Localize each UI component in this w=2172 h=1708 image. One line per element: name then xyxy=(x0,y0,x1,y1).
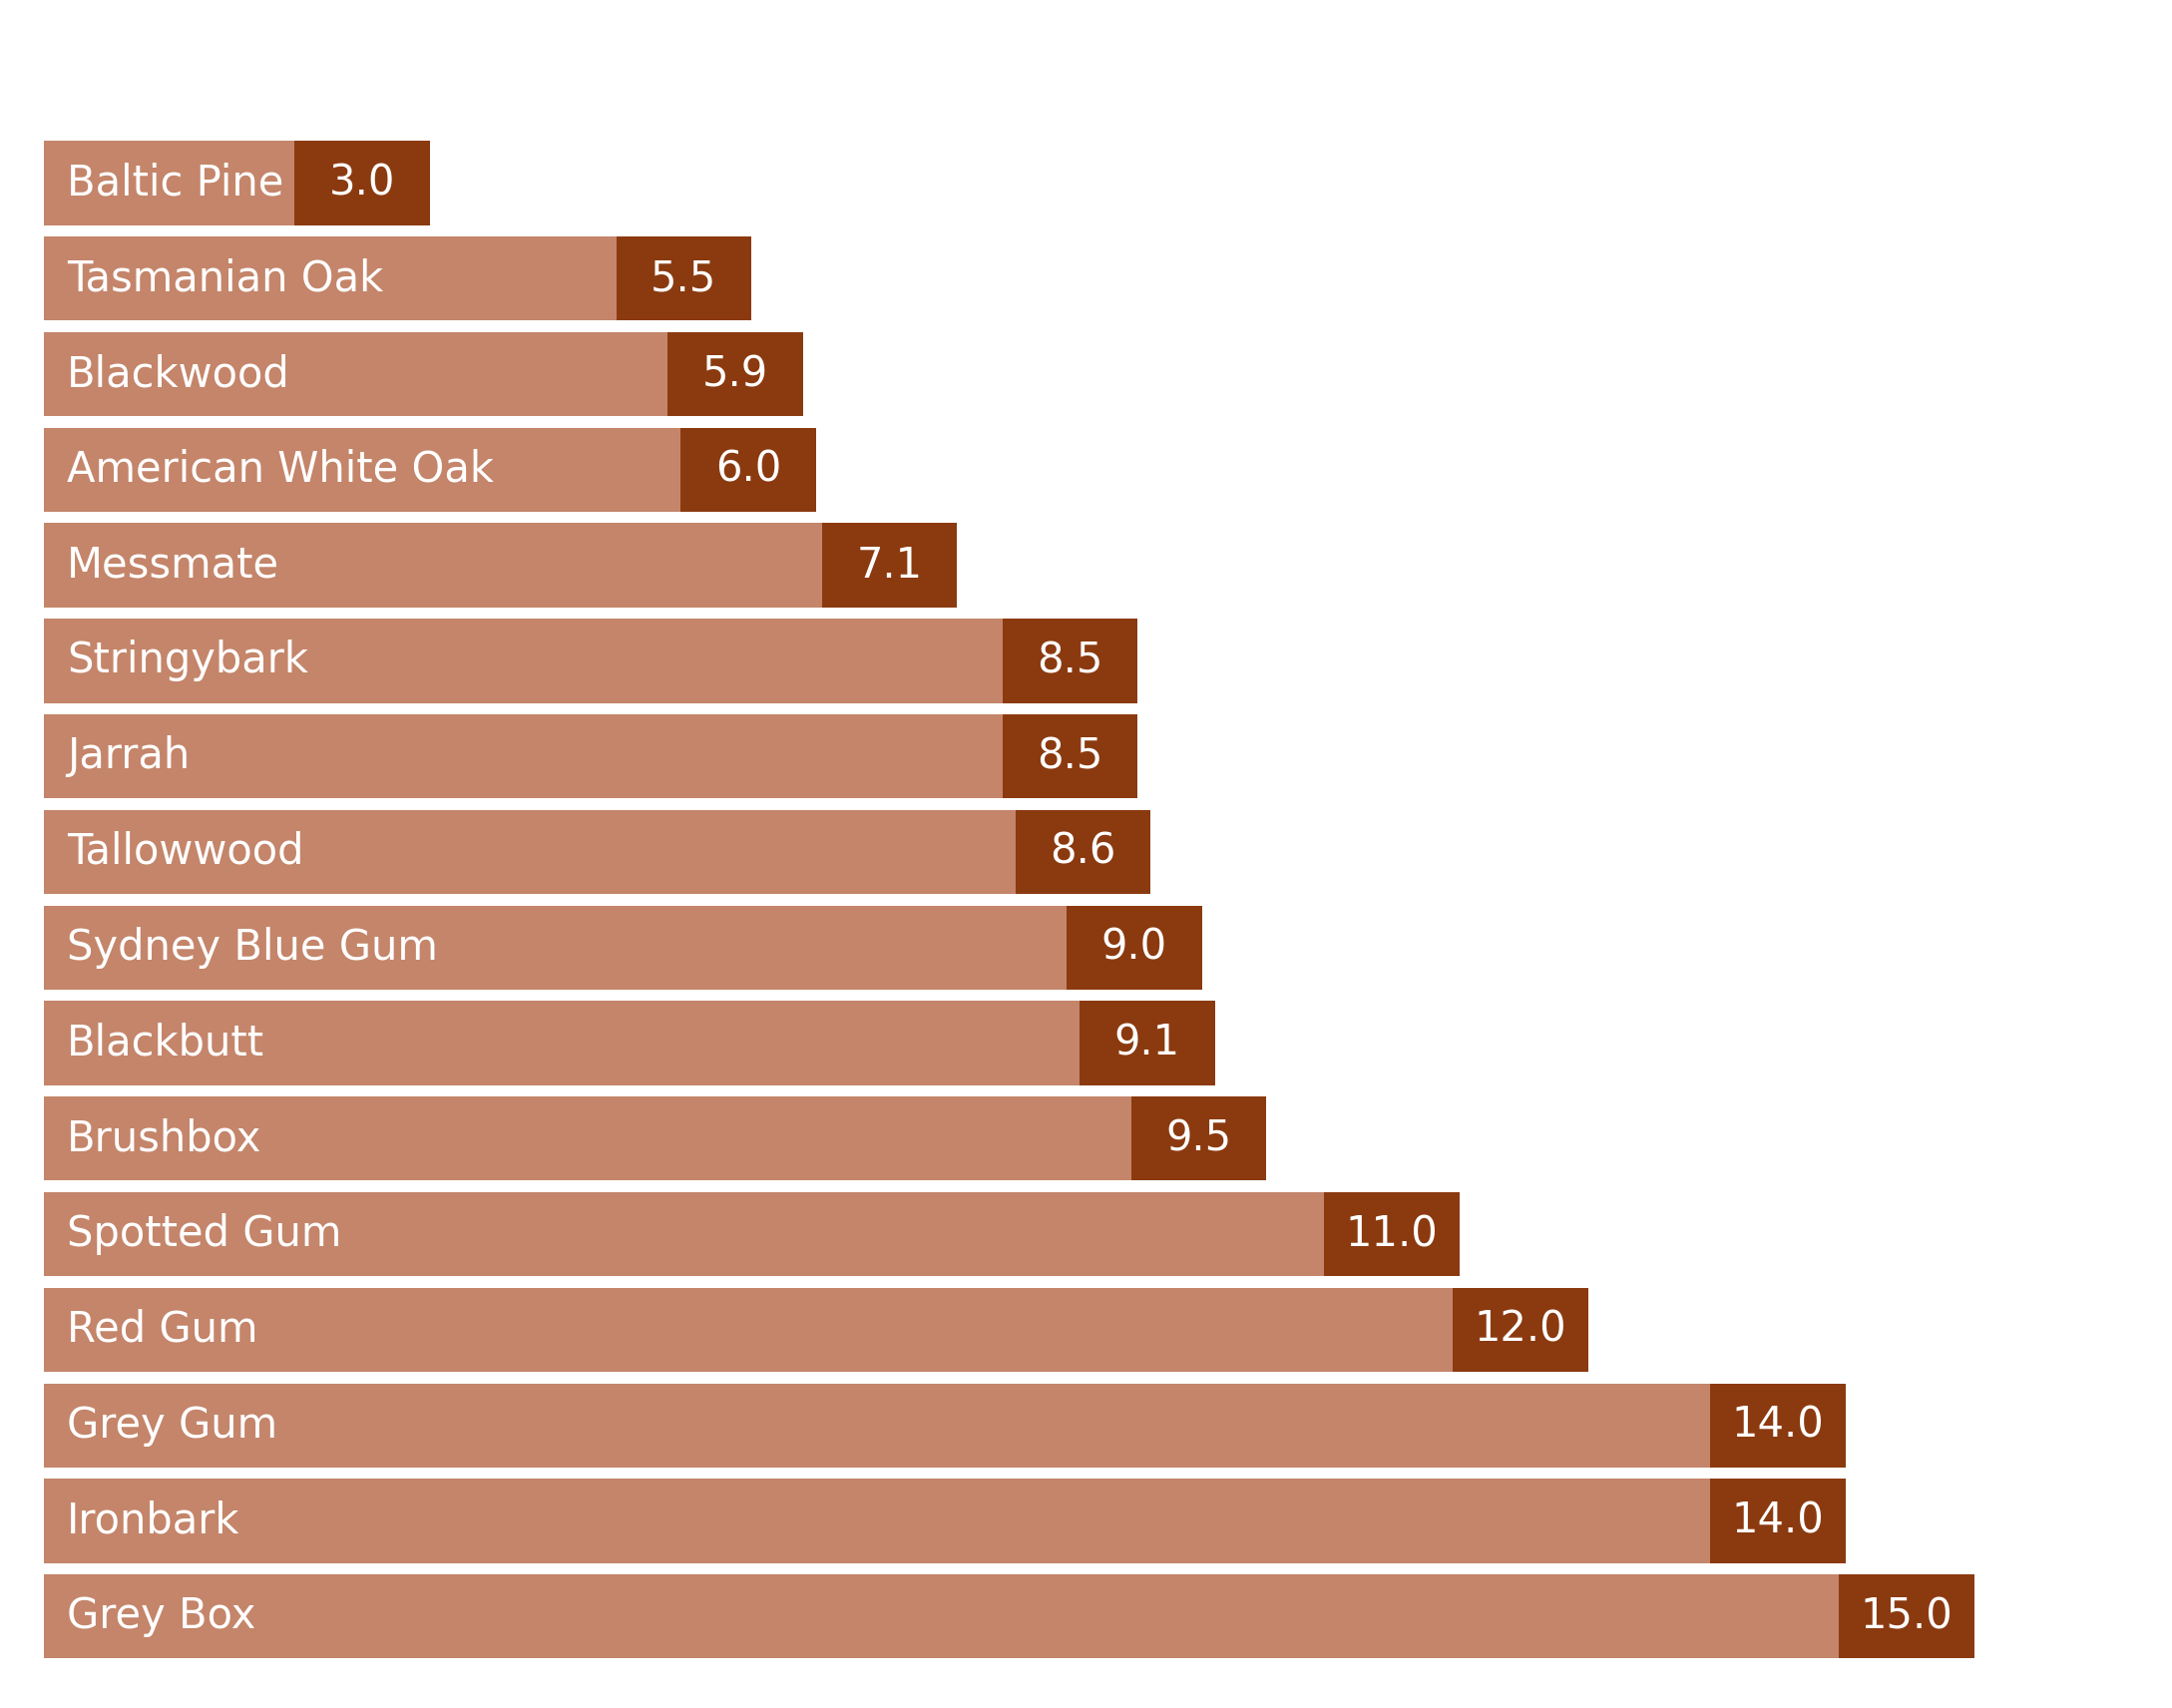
Text: 14.0: 14.0 xyxy=(1731,1500,1824,1542)
Bar xyxy=(43,1001,1214,1085)
Bar xyxy=(1325,1192,1460,1276)
Text: 11.0: 11.0 xyxy=(1344,1213,1438,1255)
Bar xyxy=(680,427,817,512)
Bar xyxy=(1079,1001,1214,1085)
Text: 8.6: 8.6 xyxy=(1049,832,1116,873)
Text: Spotted Gum: Spotted Gum xyxy=(67,1213,341,1255)
Text: 5.9: 5.9 xyxy=(702,354,769,395)
Bar xyxy=(1014,810,1151,893)
Bar xyxy=(1453,1288,1588,1372)
Bar xyxy=(1001,618,1138,704)
Text: 12.0: 12.0 xyxy=(1475,1308,1566,1351)
Bar xyxy=(43,331,804,417)
Bar xyxy=(667,331,804,417)
Text: 15.0: 15.0 xyxy=(1859,1595,1953,1638)
Bar xyxy=(43,142,430,225)
Bar xyxy=(43,1192,1460,1276)
Text: 7.1: 7.1 xyxy=(856,545,923,586)
Bar xyxy=(1840,1575,1974,1658)
Text: Messmate: Messmate xyxy=(67,545,280,586)
Text: 6.0: 6.0 xyxy=(715,449,782,490)
Bar xyxy=(1132,1097,1266,1180)
Text: Tasmanian Oak: Tasmanian Oak xyxy=(67,258,382,299)
Text: 9.0: 9.0 xyxy=(1101,926,1166,968)
Bar xyxy=(43,1288,1588,1372)
Text: Jarrah: Jarrah xyxy=(67,736,189,777)
Text: 5.5: 5.5 xyxy=(652,258,717,299)
Text: Stringybark: Stringybark xyxy=(67,640,308,681)
Bar xyxy=(1709,1383,1846,1467)
Bar xyxy=(43,714,1138,798)
Text: 9.1: 9.1 xyxy=(1114,1021,1179,1064)
Text: 14.0: 14.0 xyxy=(1731,1404,1824,1447)
Text: Blackwood: Blackwood xyxy=(67,354,289,395)
Bar xyxy=(1066,905,1201,989)
Bar xyxy=(43,523,958,608)
Bar xyxy=(43,618,1138,704)
Text: 8.5: 8.5 xyxy=(1036,736,1103,777)
Bar xyxy=(1709,1479,1846,1563)
Bar xyxy=(43,905,1201,989)
Text: Ironbark: Ironbark xyxy=(67,1500,239,1542)
Text: Sydney Blue Gum: Sydney Blue Gum xyxy=(67,926,437,968)
Bar xyxy=(43,1575,1974,1658)
Bar xyxy=(1001,714,1138,798)
Bar xyxy=(295,142,430,225)
Text: 9.5: 9.5 xyxy=(1166,1117,1232,1160)
Bar xyxy=(43,1383,1846,1467)
Bar xyxy=(43,236,752,321)
Bar xyxy=(43,1479,1846,1563)
Text: Grey Box: Grey Box xyxy=(67,1595,256,1638)
Text: American White Oak: American White Oak xyxy=(67,449,493,490)
Bar xyxy=(43,427,817,512)
Text: 3.0: 3.0 xyxy=(328,162,395,203)
Bar xyxy=(823,523,958,608)
Text: Blackbutt: Blackbutt xyxy=(67,1021,265,1064)
Text: Brushbox: Brushbox xyxy=(67,1117,261,1160)
Text: Grey Gum: Grey Gum xyxy=(67,1404,278,1447)
Text: 8.5: 8.5 xyxy=(1036,640,1103,681)
Text: Tallowwood: Tallowwood xyxy=(67,832,304,873)
Bar xyxy=(617,236,752,321)
Bar xyxy=(43,1097,1266,1180)
Text: Baltic Pine: Baltic Pine xyxy=(67,162,285,203)
Text: Red Gum: Red Gum xyxy=(67,1308,258,1351)
Bar xyxy=(43,810,1151,893)
